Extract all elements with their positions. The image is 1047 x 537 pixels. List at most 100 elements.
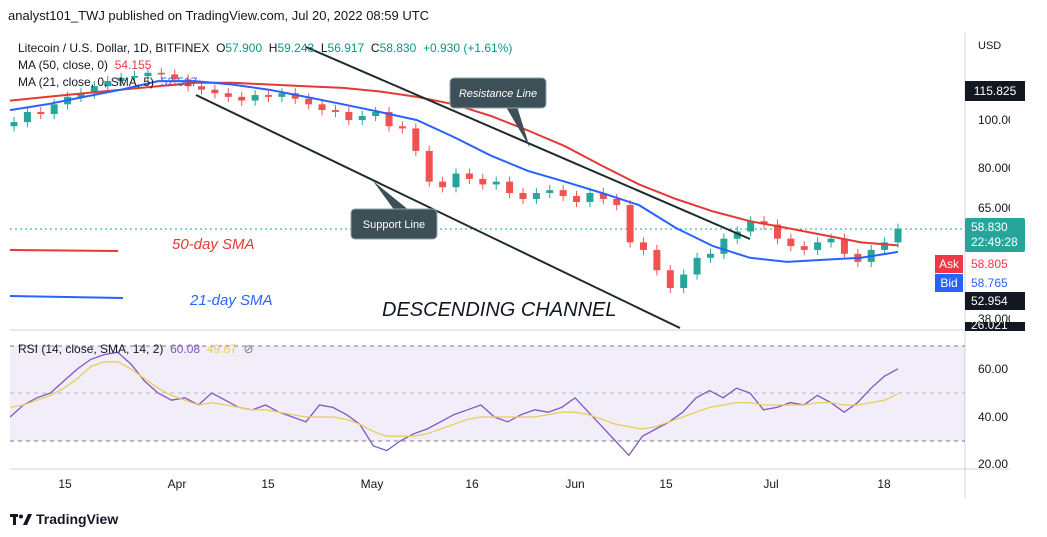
candle-body [613,198,621,206]
candle-body [171,74,179,80]
resistance-callout: Resistance Line [449,77,547,148]
chart-area[interactable]: Resistance Line Support Line 50-day SMA … [10,33,1010,498]
time-tick: 16 [465,477,479,491]
rsi-legend[interactable]: RSI (14, close, SMA, 14, 2) 60.08 49.67 … [18,342,254,356]
price-tag-high: 115.825 [965,81,1025,101]
candle-body [291,93,299,99]
candle-body [465,173,473,179]
candle-body [506,181,514,194]
candle-body [733,231,741,239]
candle-body [412,128,420,151]
open-value: 57.900 [225,41,263,55]
candle-body [144,72,152,77]
rsi-label: RSI (14, close, SMA, 14, 2) [18,342,164,356]
time-tick: 15 [58,477,72,491]
bottom-price-tag: 26.021 [965,322,1025,331]
candle-body [559,190,567,196]
candle-body [881,242,889,250]
candle-body [640,242,648,250]
channel-annotation: DESCENDING CHANNEL [382,299,616,321]
currency-label: USD [978,40,1001,52]
tradingview-logo[interactable]: TradingView [10,511,118,527]
candle-body [492,181,500,185]
candle-body [358,116,366,121]
chart-legend: Litecoin / U.S. Dollar, 1D, BITFINEX O57… [18,40,512,91]
ma21-legend[interactable]: MA (21, close, 0, SMA, 5) 52.517 [18,75,198,89]
time-tick: May [361,477,384,491]
bid-label: Bid [935,274,963,292]
candle-body [425,150,433,182]
change-value: +0.930 (+1.61%) [422,41,513,55]
candle-body [532,193,540,199]
rsi-sma-line [10,361,899,437]
candle-body [385,112,393,127]
candle-body [653,249,661,271]
candle-body [814,242,822,250]
rsi-line [10,351,899,457]
candle-body [827,238,835,243]
candle-body [693,257,701,275]
candle-body [599,193,607,199]
candle-body [666,270,674,289]
rsi-tick: 40.00 [978,410,1008,424]
candle-body [680,274,688,289]
publish-header: analyst101_TWJ published on TradingView.… [8,8,430,23]
tradingview-icon [10,514,32,526]
candle-body [519,193,527,199]
candle-body [224,93,232,97]
candle-body [747,221,755,232]
support-label: Support Line [363,219,425,231]
symbol-title[interactable]: Litecoin / U.S. Dollar, 1D, BITFINEX [18,41,210,55]
symbol-row: Litecoin / U.S. Dollar, 1D, BITFINEX O57… [18,41,513,55]
rsi-tick: 60.00 [978,362,1008,376]
candle-body [77,93,85,97]
support-callout: Support Line [350,181,438,240]
candle-body [439,181,447,188]
candle-body [117,77,125,82]
bid-value: 58.765 [971,276,1008,290]
candle-body [626,205,634,243]
price-tick: 65.000 [978,201,1010,215]
ma50-legend[interactable]: MA (50, close, 0) 54.155 [18,58,152,72]
sma21-annotation: 21-day SMA [189,292,273,309]
candle-body [305,98,313,105]
rsi-sma-value: 49.67 [206,342,237,356]
ma-value-tag: 52.954 [965,292,1025,310]
candle-body [318,104,326,111]
candle-body [131,76,139,78]
candle-body [211,89,219,94]
ask-value: 58.805 [971,257,1008,271]
candle-body [894,228,902,243]
candle-body [37,112,45,115]
candle-body [720,238,728,254]
candle-body [398,126,406,129]
candle-body [23,112,31,123]
candle-body [251,95,259,101]
sma50-legend-line [10,249,119,252]
time-tick: 15 [659,477,673,491]
sma50-annotation: 50-day SMA [172,236,255,253]
ma21-value: 52.517 [160,75,198,89]
time-tick: 18 [877,477,891,491]
time-tick: 15 [261,477,275,491]
low-value: 56.917 [327,41,365,55]
rsi-tick: 20.00 [978,457,1008,471]
last-price-tag: 58.830 22:49:28 [965,218,1025,252]
candle-body [238,96,246,101]
candle-body [586,193,594,202]
ask-row: Ask 58.805 [935,255,1025,273]
candle-body [706,253,714,258]
support-trendline [195,94,681,329]
candle-body [452,173,460,188]
candle-body [198,86,206,90]
candle-body [773,224,781,239]
candle-body [800,246,808,250]
hide-icon[interactable]: ⊘ [243,342,254,356]
candle-body [787,238,795,247]
ma21-line [10,80,899,263]
price-tick: 80.000 [978,161,1010,175]
candle-body [331,110,339,113]
high-value: 59.243 [277,41,315,55]
rsi-value: 60.08 [170,342,201,356]
candle-body [50,104,58,115]
